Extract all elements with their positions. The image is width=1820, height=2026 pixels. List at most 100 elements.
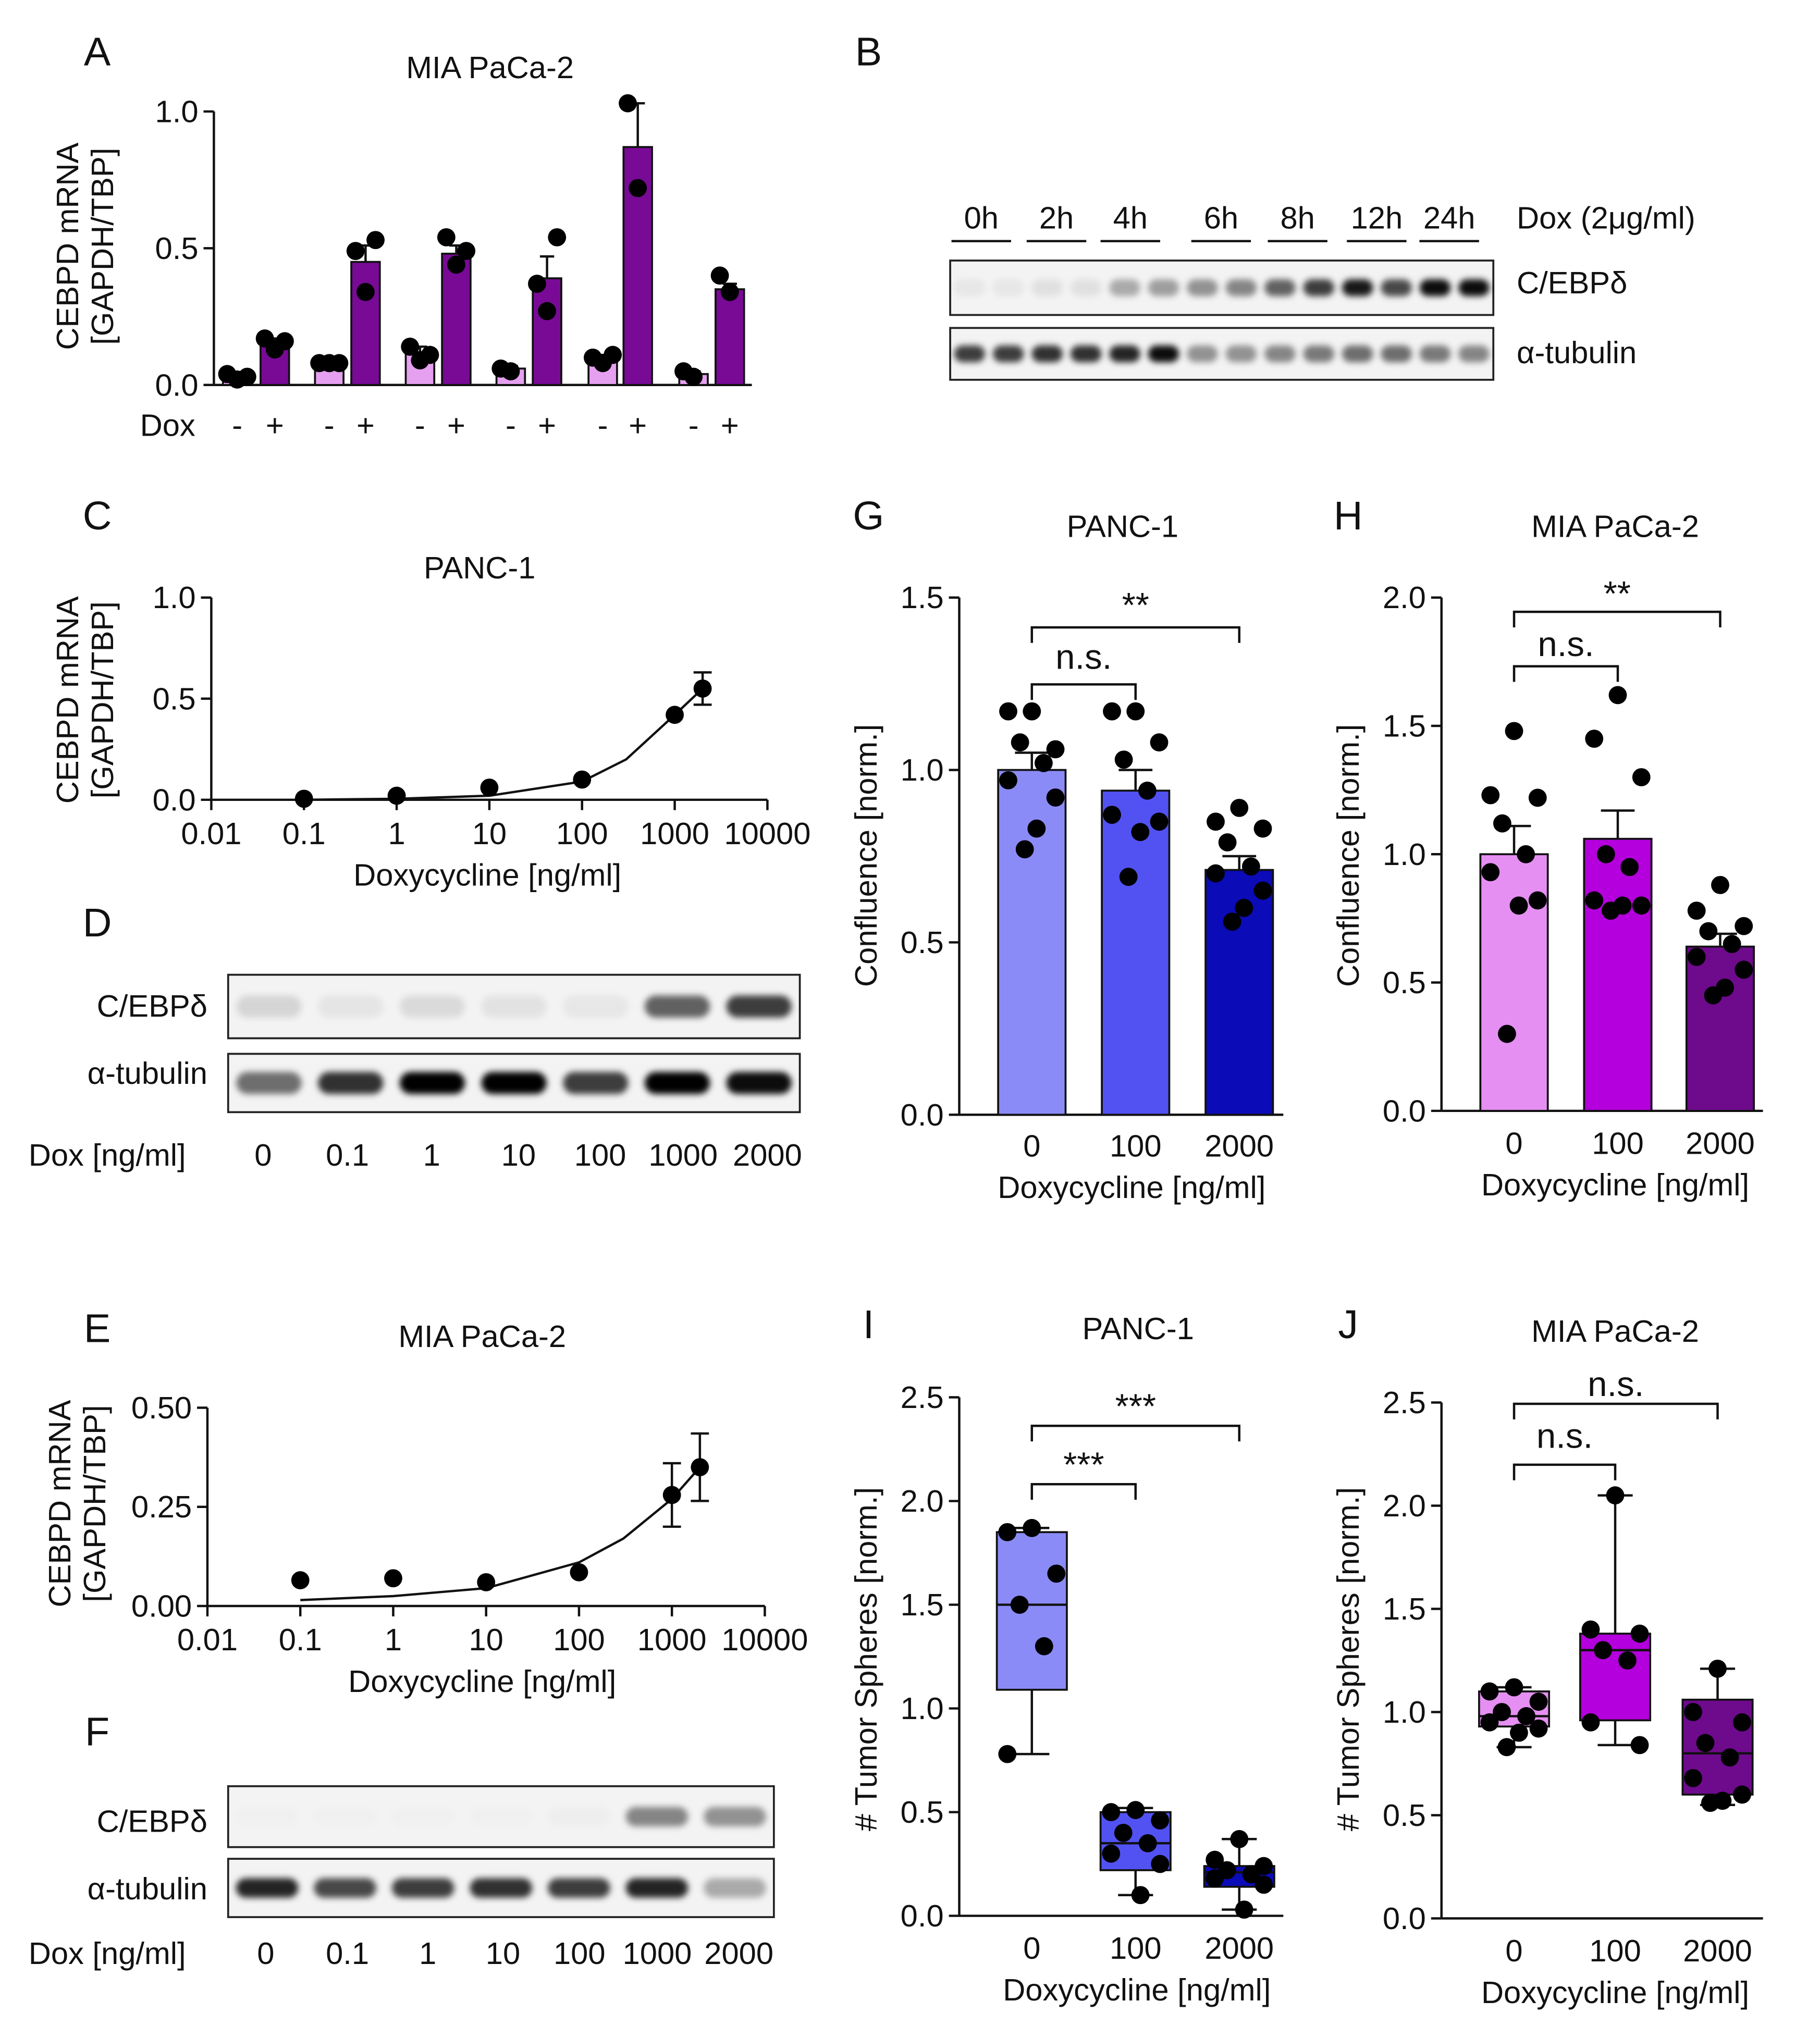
blot-band	[1303, 279, 1335, 297]
x-axis-label: Doxycycline [ng/ml]	[1481, 1167, 1749, 1202]
data-point	[1687, 947, 1706, 966]
y-tick-label: 1.0	[155, 94, 199, 129]
blot-band	[704, 1807, 766, 1826]
data-point	[346, 242, 365, 261]
data-point	[1235, 898, 1253, 917]
panel-title: PANC-1	[424, 550, 535, 585]
lane-label: 1000	[623, 1936, 692, 1971]
data-point	[1498, 1024, 1516, 1043]
y-tick-label: 0.0	[1383, 1093, 1426, 1128]
y-tick-label: 0.0	[155, 367, 199, 402]
data-point	[1480, 1713, 1499, 1732]
y-tick-label: 0.5	[1383, 965, 1426, 1000]
data-point	[1505, 722, 1523, 740]
box	[995, 1531, 1068, 1691]
y-tick-label: 1.5	[901, 1587, 944, 1622]
data-point	[1481, 786, 1500, 805]
data-point	[1733, 1785, 1751, 1804]
data-point	[1046, 788, 1065, 807]
data-point	[1510, 1723, 1528, 1742]
data-point	[1602, 901, 1620, 920]
x-tick-label: 100	[1110, 1931, 1162, 1966]
y-tick-label: 0.0	[1383, 1901, 1426, 1936]
y-tick-label: 2.5	[901, 1380, 944, 1415]
data-point	[1704, 986, 1723, 1005]
panel-letter: J	[1338, 1302, 1358, 1347]
x-tick-label: -	[415, 407, 425, 442]
data-point	[1529, 1693, 1548, 1711]
data-point	[1529, 1719, 1548, 1738]
data-point	[583, 348, 602, 367]
data-point	[1735, 917, 1753, 935]
y-tick-label: 2.0	[1383, 1488, 1426, 1523]
data-point	[1594, 1641, 1612, 1660]
y-tick-label: 0.00	[131, 1589, 192, 1624]
blot-band	[318, 995, 384, 1018]
blot-band	[470, 1807, 532, 1826]
data-point	[999, 702, 1017, 721]
y-tick-label: 0.5	[901, 925, 944, 960]
x-tick-label: 0	[1023, 1931, 1040, 1966]
blot-band	[1264, 345, 1296, 363]
x-tick-label: 100	[556, 816, 608, 851]
data-point	[1581, 1713, 1600, 1732]
data-point	[548, 228, 567, 246]
blot-band	[1148, 345, 1179, 363]
x-tick-label: +	[447, 407, 465, 442]
data-point	[1630, 1624, 1649, 1643]
data-point	[387, 786, 406, 805]
data-point	[1606, 1486, 1625, 1505]
y-tick-label: 1.5	[1383, 1591, 1426, 1626]
lane-label: 100	[554, 1936, 606, 1971]
data-point	[1632, 896, 1651, 915]
data-point	[1708, 1659, 1727, 1678]
data-point	[1015, 840, 1034, 859]
data-point	[1046, 740, 1065, 759]
lane-axis-label: Dox [ng/ml]	[29, 1936, 186, 1971]
panel-letter: D	[83, 900, 112, 945]
lane-label: 0.1	[326, 1138, 369, 1172]
data-point	[1102, 1844, 1121, 1863]
data-point	[1207, 812, 1225, 831]
panel-letter: I	[863, 1302, 874, 1347]
lane-label: 8h	[1280, 200, 1314, 235]
blot-band	[1419, 279, 1451, 297]
blot-band	[625, 1878, 688, 1898]
data-point	[1103, 806, 1121, 824]
data-point	[1581, 1620, 1600, 1639]
x-tick-label: 2000	[1683, 1933, 1752, 1968]
sig-bracket	[1030, 626, 1240, 643]
data-point	[1733, 1713, 1751, 1732]
x-axis-label: Doxycycline [ng/ml]	[348, 1664, 616, 1699]
lane-label: 2000	[704, 1936, 773, 1971]
data-point	[1517, 845, 1535, 863]
panel-title: MIA PaCa-2	[1531, 509, 1699, 543]
data-point	[330, 354, 349, 373]
y-tick-label: 1.0	[901, 1691, 944, 1726]
y-axis-label: [GAPDH/TBP]	[77, 1405, 112, 1602]
x-tick-label: 1000	[640, 816, 709, 851]
data-point	[1684, 1703, 1702, 1721]
blot-band	[954, 279, 986, 297]
x-tick-label: 2000	[1204, 1931, 1274, 1966]
y-axis-label: # Tumor Spheres [norm.]	[848, 1487, 883, 1831]
x-tick-label: -	[232, 407, 242, 442]
data-point	[447, 255, 465, 274]
panel-title: PANC-1	[1083, 1311, 1194, 1346]
blot-band	[1070, 345, 1102, 363]
lane-label: 10	[501, 1138, 536, 1172]
data-point	[218, 365, 237, 384]
blot-band	[392, 1807, 454, 1826]
y-tick-label: 1.0	[153, 580, 196, 615]
data-point	[1047, 1564, 1066, 1583]
blot-band	[992, 345, 1024, 363]
x-tick-label: 1	[388, 816, 405, 851]
data-point	[255, 329, 274, 348]
blot-band	[625, 1807, 688, 1826]
blot-band	[1109, 345, 1140, 363]
y-axis-label: # Tumor Spheres [norm.]	[1331, 1487, 1366, 1831]
data-point	[662, 1486, 681, 1504]
sig-label: ***	[1115, 1387, 1156, 1426]
x-tick-label: +	[266, 407, 284, 442]
